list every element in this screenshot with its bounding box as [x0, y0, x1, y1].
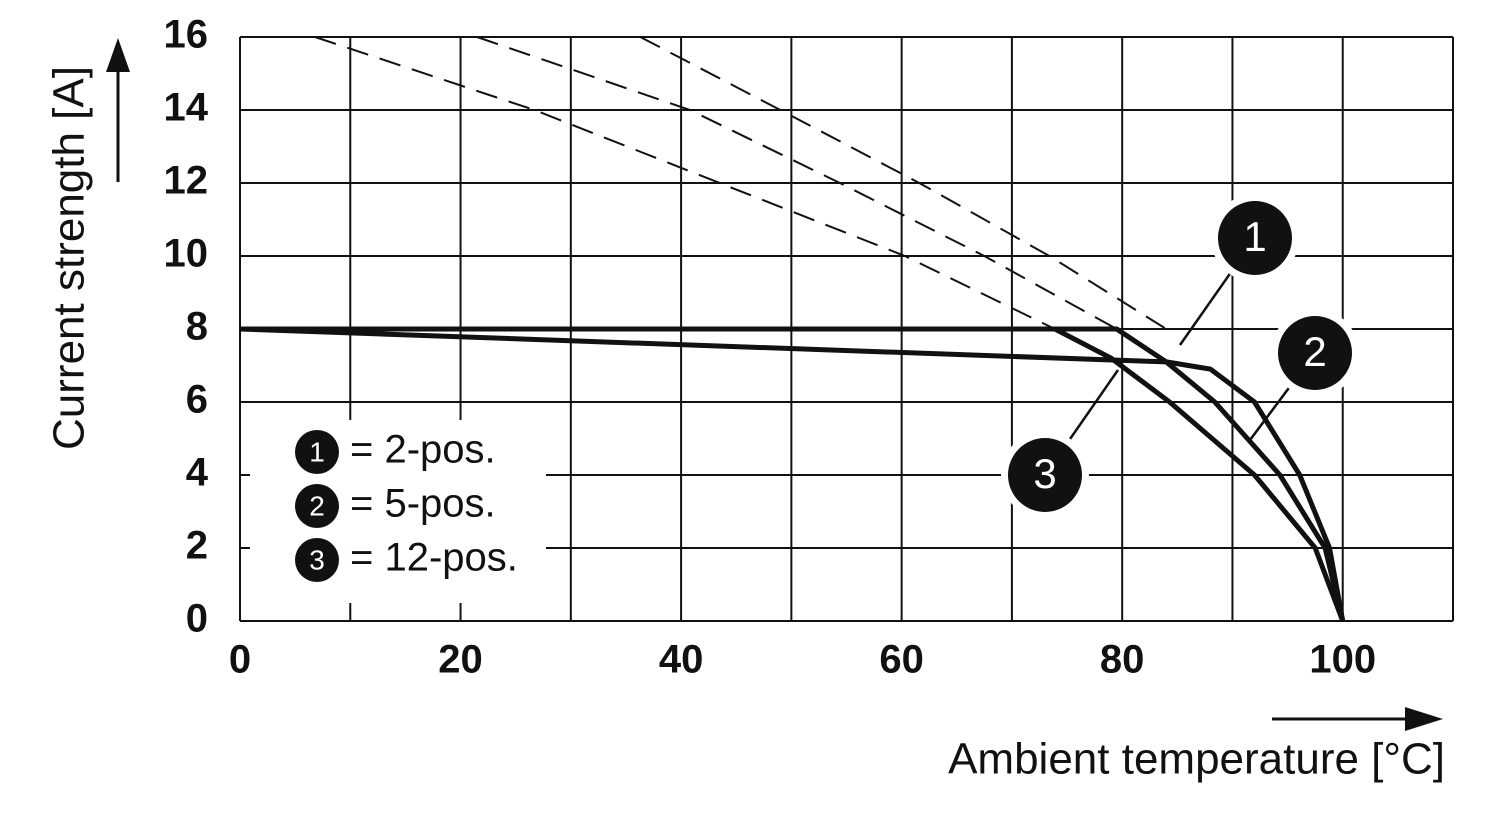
callout-label: 2	[1303, 328, 1326, 375]
legend-marker	[295, 484, 339, 528]
legend-label: = 5-pos.	[350, 482, 496, 526]
dashed-line	[639, 36, 1167, 330]
legend-marker-label: 2	[309, 490, 325, 521]
x-tick-label: 40	[659, 638, 704, 682]
y-tick-label: 16	[164, 13, 209, 57]
legend: 1 = 2-pos. 2 = 5-pos. 3 = 12-pos.	[250, 420, 546, 603]
legend-marker	[295, 538, 339, 582]
y-tick-label: 10	[164, 232, 209, 276]
y-tick-label: 0	[186, 597, 208, 641]
dashed-line	[314, 36, 1056, 330]
callout-circle	[1008, 438, 1082, 512]
x-arrow-head	[1405, 707, 1443, 731]
y-tick-label: 14	[164, 86, 209, 130]
dashed-line	[476, 36, 1118, 330]
series-line	[240, 326, 1346, 622]
callout-circle	[1278, 316, 1352, 390]
y-tick-label: 2	[186, 524, 208, 568]
legend-marker-label: 1	[309, 436, 325, 467]
x-tick-label: 20	[438, 638, 483, 682]
y-tick-label: 4	[186, 451, 209, 495]
y-axis-label: Current strength [A]	[45, 66, 94, 450]
axis-arrows	[106, 38, 1443, 731]
y-tick-label: 12	[164, 159, 209, 203]
y-arrow-head	[106, 38, 130, 72]
legend-label: = 12-pos.	[350, 536, 518, 580]
x-tick-label: 100	[1309, 638, 1376, 682]
x-axis-label: Ambient temperature [°C]	[948, 735, 1445, 784]
x-tick-label: 60	[879, 638, 924, 682]
callout-label: 1	[1243, 213, 1266, 260]
y-tick-label: 6	[186, 378, 208, 422]
legend-marker	[295, 430, 339, 474]
callout-label: 3	[1033, 450, 1056, 497]
callout-circle	[1218, 201, 1292, 275]
legend-label: = 2-pos.	[350, 428, 496, 472]
y-tick-label: 8	[186, 305, 208, 349]
legend-marker-label: 3	[309, 544, 325, 575]
x-tick-label: 0	[229, 638, 251, 682]
x-tick-label: 80	[1100, 638, 1145, 682]
